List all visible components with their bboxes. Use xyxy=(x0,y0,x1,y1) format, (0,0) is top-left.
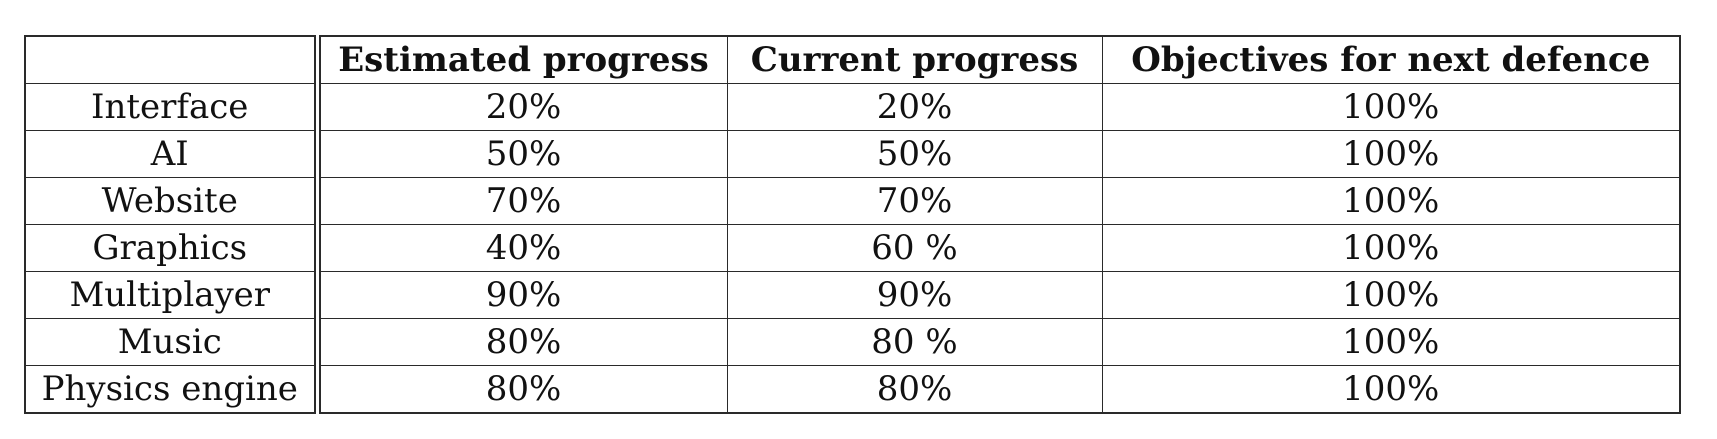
row-label: Multiplayer xyxy=(24,271,321,319)
objective-cell: 100% xyxy=(1101,365,1681,414)
progress-table-container: Estimated progress Current progress Obje… xyxy=(24,35,1681,414)
objective-cell: 100% xyxy=(1101,83,1681,131)
estimated-cell: 40% xyxy=(316,224,728,272)
estimated-cell: 90% xyxy=(316,271,728,319)
row-label: Graphics xyxy=(24,224,321,272)
objective-cell: 100% xyxy=(1101,224,1681,272)
table-row: Physics engine 80% 80% 100% xyxy=(24,365,1681,414)
current-cell: 90% xyxy=(726,271,1103,319)
table-row: Multiplayer 90% 90% 100% xyxy=(24,271,1681,319)
table-row: AI 50% 50% 100% xyxy=(24,130,1681,178)
objective-cell: 100% xyxy=(1101,130,1681,178)
current-cell: 20% xyxy=(726,83,1103,131)
table-row: Music 80% 80 % 100% xyxy=(24,318,1681,366)
header-empty-cell xyxy=(24,35,321,84)
current-cell: 70% xyxy=(726,177,1103,225)
estimated-cell: 70% xyxy=(316,177,728,225)
table-row: Interface 20% 20% 100% xyxy=(24,83,1681,131)
row-label: Website xyxy=(24,177,321,225)
row-label: Music xyxy=(24,318,321,366)
current-cell: 50% xyxy=(726,130,1103,178)
current-cell: 60 % xyxy=(726,224,1103,272)
estimated-cell: 20% xyxy=(316,83,728,131)
objective-cell: 100% xyxy=(1101,177,1681,225)
current-cell: 80% xyxy=(726,365,1103,414)
row-label: Interface xyxy=(24,83,321,131)
table-row: Website 70% 70% 100% xyxy=(24,177,1681,225)
row-label: AI xyxy=(24,130,321,178)
table-header-row: Estimated progress Current progress Obje… xyxy=(24,35,1681,84)
progress-table: Estimated progress Current progress Obje… xyxy=(24,35,1681,414)
estimated-cell: 80% xyxy=(316,318,728,366)
current-cell: 80 % xyxy=(726,318,1103,366)
header-objectives-next-defence: Objectives for next defence xyxy=(1101,35,1681,84)
estimated-cell: 50% xyxy=(316,130,728,178)
row-label: Physics engine xyxy=(24,365,321,414)
header-current-progress: Current progress xyxy=(726,35,1103,84)
objective-cell: 100% xyxy=(1101,318,1681,366)
objective-cell: 100% xyxy=(1101,271,1681,319)
header-estimated-progress: Estimated progress xyxy=(316,35,728,84)
table-row: Graphics 40% 60 % 100% xyxy=(24,224,1681,272)
estimated-cell: 80% xyxy=(316,365,728,414)
